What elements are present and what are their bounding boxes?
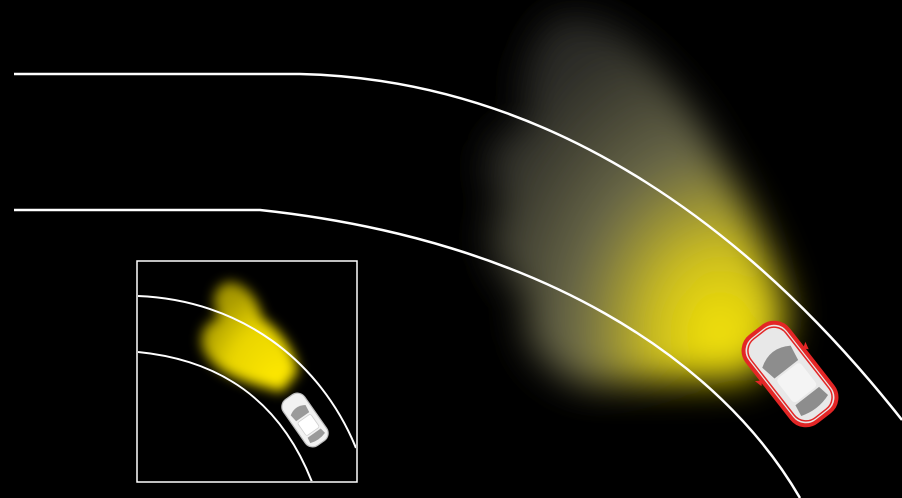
windshield bbox=[762, 345, 799, 379]
main-headlight-beam bbox=[487, 15, 787, 385]
rear-window bbox=[795, 386, 829, 416]
inset-view bbox=[136, 260, 358, 483]
main-car bbox=[741, 320, 839, 428]
inset-road-edge-inner bbox=[138, 351, 313, 481]
inset-car bbox=[281, 392, 329, 448]
road-edge-outer bbox=[14, 72, 902, 421]
road-edge-inner bbox=[14, 208, 802, 498]
roof bbox=[777, 363, 817, 403]
inset-road-edge-outer bbox=[138, 295, 356, 449]
inset-headlight-beam bbox=[201, 282, 298, 392]
